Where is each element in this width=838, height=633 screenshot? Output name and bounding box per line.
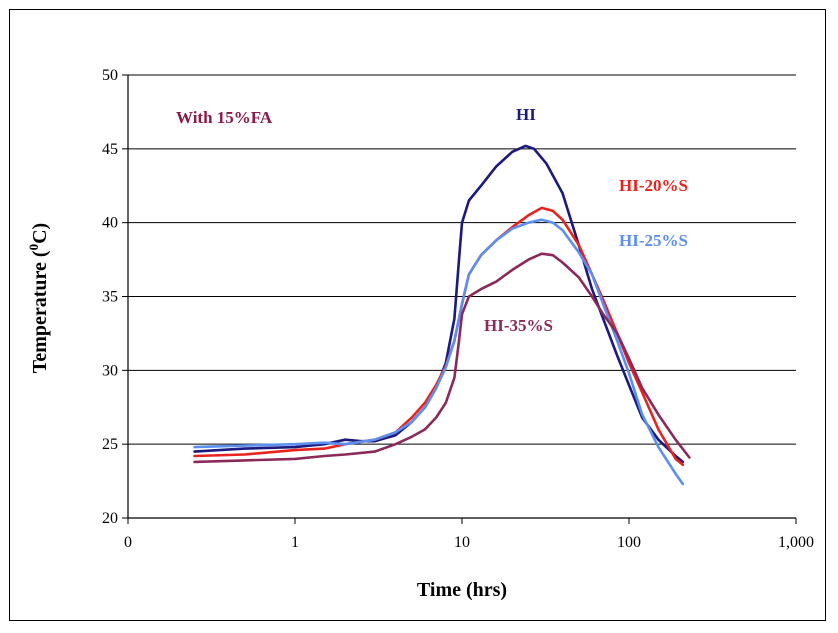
axes	[122, 74, 797, 524]
tick-labels: 20 25 30 35 40 45 50 0 1 10 100 1,000	[102, 67, 814, 551]
y-axis-title: Temperature (0C)	[26, 223, 51, 373]
y-tick-label-45: 45	[102, 141, 118, 158]
series-lines	[193, 144, 691, 486]
x-tick-label-1: 1	[291, 534, 299, 551]
series-line-hi-35-s	[193, 252, 691, 464]
chart-frame	[9, 9, 826, 621]
y-tick-label-50: 50	[102, 67, 118, 84]
x-tick-label-10: 10	[454, 534, 470, 551]
label-hi-20s: HI-20%S	[619, 176, 688, 195]
label-hi-25s: HI-25%S	[619, 231, 688, 250]
y-tick-label-20: 20	[102, 510, 118, 527]
y-tick-label-25: 25	[102, 436, 118, 453]
label-hi-35s: HI-35%S	[484, 316, 553, 335]
x-tick-label-1,000: 1,000	[778, 534, 814, 551]
annotation-with-15-fa: With 15%FA	[176, 108, 273, 127]
y-tick-label-35: 35	[102, 289, 118, 306]
x-axis-title: Time (hrs)	[417, 579, 507, 601]
x-tick-label-100: 100	[617, 534, 641, 551]
label-hi: HI	[516, 105, 536, 124]
y-tick-label-40: 40	[102, 215, 118, 232]
y-tick-label-30: 30	[102, 362, 118, 379]
grid-lines	[128, 74, 796, 445]
series-line-hi-25-s	[193, 218, 685, 486]
y-axis-title-sup: 0	[26, 244, 41, 251]
x-tick-label-0: 0	[124, 534, 132, 551]
y-axis-title-main: Temperature (	[29, 250, 51, 373]
y-axis-title-end: C)	[29, 223, 51, 244]
